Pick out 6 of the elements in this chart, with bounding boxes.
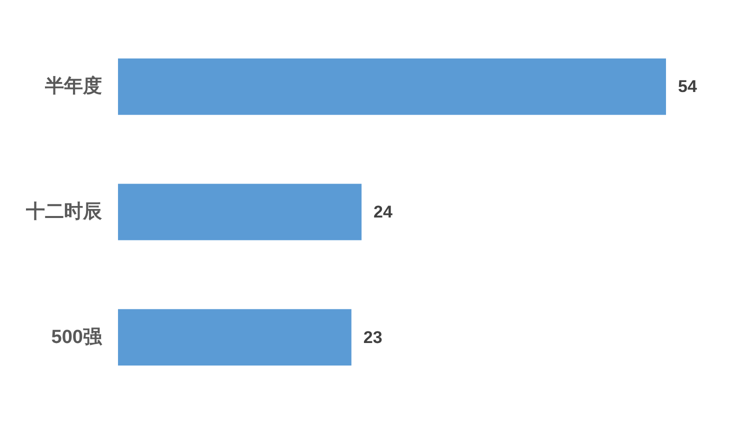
data-label: 23 — [363, 328, 382, 347]
data-label: 54 — [678, 77, 698, 96]
data-label: 24 — [374, 202, 394, 222]
y-tick-label: 半年度 — [44, 75, 102, 98]
y-tick-label: 500强 — [51, 326, 103, 348]
y-tick-label: 十二时辰 — [25, 200, 103, 222]
